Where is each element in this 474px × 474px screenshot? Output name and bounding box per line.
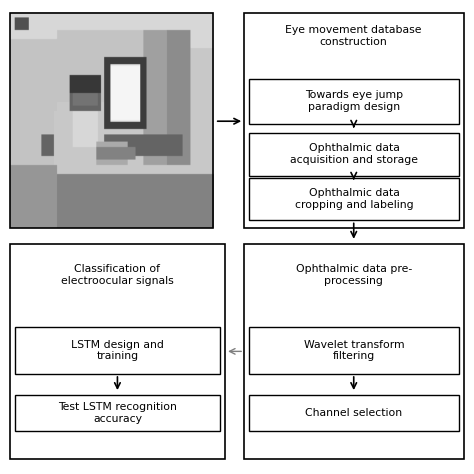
Bar [249,79,459,124]
Text: Classification of
electroocular signals: Classification of electroocular signals [61,264,174,286]
Bar [244,12,464,228]
Text: Ophthalmic data pre-
processing: Ophthalmic data pre- processing [296,264,412,286]
Bar [15,327,220,374]
Bar [244,244,464,459]
Text: Test LSTM recognition
accuracy: Test LSTM recognition accuracy [58,402,177,424]
Bar [249,395,459,431]
Text: Ophthalmic data
cropping and labeling: Ophthalmic data cropping and labeling [295,188,413,210]
Text: Towards eye jump
paradigm design: Towards eye jump paradigm design [305,91,403,112]
Bar [249,178,459,220]
Bar [10,244,225,459]
Bar [249,327,459,374]
Text: Channel selection: Channel selection [305,408,402,418]
Text: LSTM design and
training: LSTM design and training [71,340,164,361]
Bar [249,133,459,175]
Text: Eye movement database
construction: Eye movement database construction [285,25,422,47]
Text: Wavelet transform
filtering: Wavelet transform filtering [304,340,404,361]
Text: Ophthalmic data
acquisition and storage: Ophthalmic data acquisition and storage [290,144,418,165]
Bar [10,12,213,228]
Bar [15,395,220,431]
